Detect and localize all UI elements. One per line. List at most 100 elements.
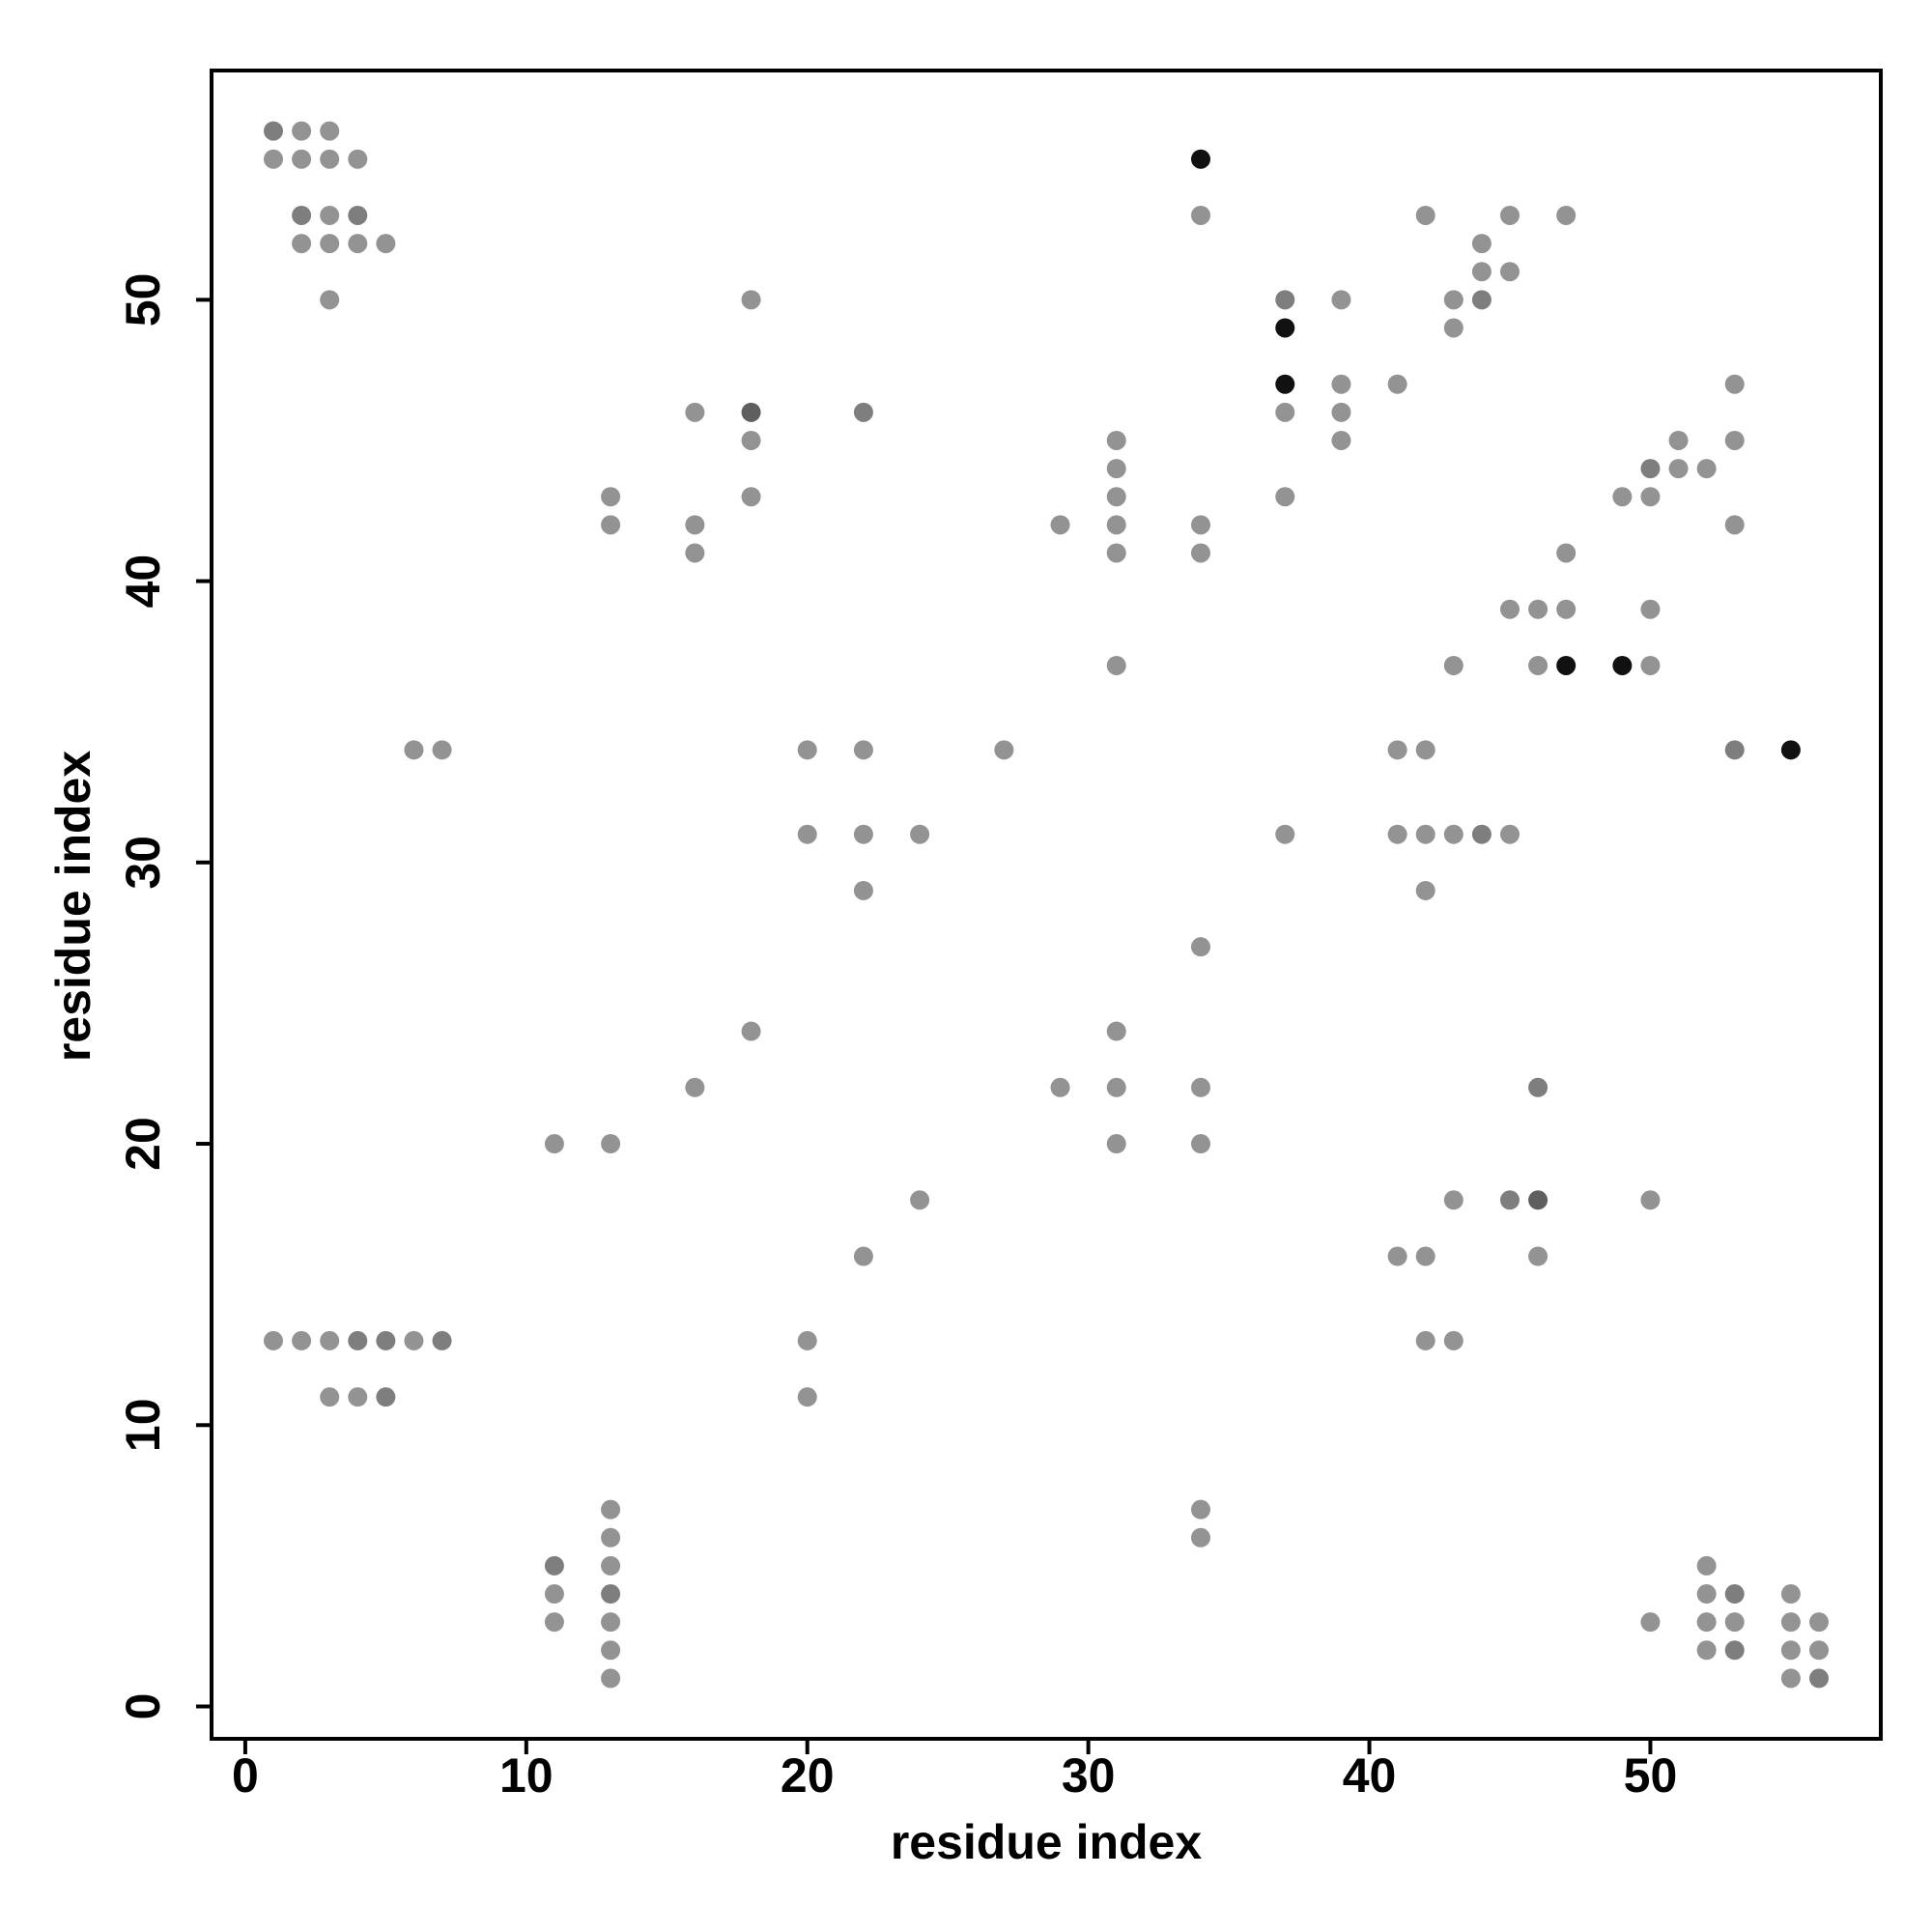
scatter-point <box>1106 543 1126 563</box>
y-tick-label: 40 <box>116 554 170 609</box>
scatter-point <box>1640 459 1661 479</box>
scatter-point <box>1500 824 1520 844</box>
x-tick-label: 10 <box>499 1748 554 1803</box>
scatter-point <box>1443 1330 1463 1350</box>
scatter-point <box>1696 1584 1717 1605</box>
scatter-point <box>264 1330 283 1350</box>
scatter-point <box>1500 205 1520 225</box>
scatter-point <box>1415 740 1435 760</box>
scatter-point <box>853 402 873 422</box>
scatter-point <box>1640 487 1661 507</box>
scatter-point <box>601 1134 621 1154</box>
scatter-point <box>853 824 873 844</box>
scatter-point <box>1809 1612 1829 1633</box>
scatter-point <box>320 149 340 169</box>
scatter-point <box>544 1134 564 1154</box>
scatter-point <box>292 205 312 225</box>
scatter-point <box>1275 402 1295 422</box>
scatter-point <box>1724 740 1745 760</box>
scatter-point <box>1696 1612 1717 1633</box>
scatter-point <box>1724 374 1745 394</box>
scatter-point <box>292 121 312 141</box>
scatter-point <box>1809 1640 1829 1661</box>
scatter-point <box>1780 740 1801 760</box>
scatter-point <box>1471 234 1492 254</box>
scatter-point <box>1528 655 1548 675</box>
scatter-point <box>1443 318 1463 338</box>
y-tick-label: 0 <box>116 1693 170 1720</box>
scatter-point <box>685 515 705 535</box>
scatter-point <box>1191 149 1210 169</box>
scatter-point <box>1191 515 1210 535</box>
scatter-point <box>1106 459 1126 479</box>
scatter-point <box>1780 1612 1801 1633</box>
scatter-point <box>404 1330 424 1350</box>
scatter-point <box>264 149 283 169</box>
scatter-point <box>1612 487 1633 507</box>
scatter-point <box>1331 374 1351 394</box>
scatter-point <box>685 543 705 563</box>
scatter-point <box>1387 740 1407 760</box>
scatter-point <box>1275 290 1295 310</box>
scatter-point <box>1106 655 1126 675</box>
scatter-point <box>1443 1190 1463 1210</box>
scatter-point <box>601 1584 621 1605</box>
scatter-point <box>348 205 368 225</box>
scatter-point <box>544 1584 564 1605</box>
scatter-point <box>292 149 312 169</box>
scatter-point <box>1471 290 1492 310</box>
scatter-point <box>1780 1640 1801 1661</box>
scatter-point <box>320 234 340 254</box>
y-axis-title: residue index <box>46 751 100 1063</box>
scatter-point <box>1387 1246 1407 1266</box>
scatter-point <box>741 487 761 507</box>
scatter-point <box>320 205 340 225</box>
scatter-point <box>1191 1134 1210 1154</box>
scatter-point <box>1724 1584 1745 1605</box>
x-tick-label: 20 <box>781 1748 835 1803</box>
scatter-point <box>1640 599 1661 619</box>
scatter-point <box>741 430 761 450</box>
scatter-point <box>1415 824 1435 844</box>
scatter-point <box>1191 1077 1210 1097</box>
scatter-point <box>1443 290 1463 310</box>
scatter-point <box>601 1555 621 1576</box>
scatter-point <box>376 1330 396 1350</box>
scatter-point <box>1106 1077 1126 1097</box>
scatter-point <box>1556 599 1577 619</box>
scatter-point <box>601 487 621 507</box>
scatter-point <box>853 1246 873 1266</box>
plot-area <box>264 121 1829 1689</box>
scatter-point <box>741 1021 761 1041</box>
scatter-point <box>1331 402 1351 422</box>
scatter-point <box>1106 1134 1126 1154</box>
scatter-point <box>1640 1612 1661 1633</box>
scatter-point <box>1331 430 1351 450</box>
y-tick-label: 10 <box>116 1398 170 1452</box>
scatter-point <box>544 1612 564 1633</box>
scatter-point <box>1668 430 1689 450</box>
scatter-point <box>1528 599 1548 619</box>
y-tick-label: 50 <box>116 273 170 327</box>
scatter-point <box>544 1555 564 1576</box>
scatter-point <box>348 1330 368 1350</box>
scatter-point <box>797 1387 817 1407</box>
scatter-point <box>1556 655 1577 675</box>
scatter-point <box>797 824 817 844</box>
scatter-point <box>910 824 930 844</box>
y-tick-label: 20 <box>116 1117 170 1171</box>
scatter-point <box>1780 1668 1801 1689</box>
scatter-point <box>1275 487 1295 507</box>
scatter-point <box>1696 459 1717 479</box>
scatter-point <box>1780 1584 1801 1605</box>
scatter-point <box>1500 1190 1520 1210</box>
scatter-point <box>1471 262 1492 282</box>
scatter-point <box>1724 1640 1745 1661</box>
scatter-point <box>601 1640 621 1661</box>
scatter-point <box>910 1190 930 1210</box>
scatter-point <box>348 149 368 169</box>
scatter-point <box>376 1387 396 1407</box>
scatter-point <box>1640 655 1661 675</box>
x-tick-label: 0 <box>232 1748 259 1803</box>
